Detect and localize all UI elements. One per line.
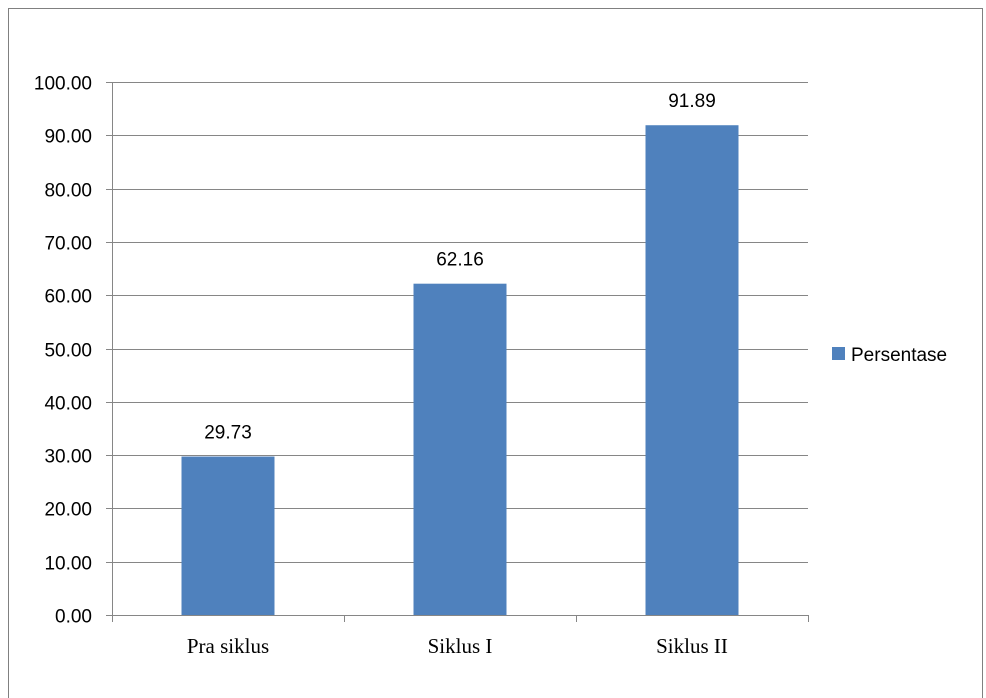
data-label: 62.16 — [436, 250, 484, 271]
x-tick-label: Pra siklus — [187, 634, 269, 658]
y-tick-label: 0.00 — [55, 607, 92, 628]
bar — [645, 125, 739, 615]
y-tick-label: 30.00 — [44, 447, 92, 468]
x-tick-label: Siklus I — [428, 634, 493, 658]
y-tick-label: 60.00 — [44, 287, 92, 308]
y-tick-label: 40.00 — [44, 394, 92, 415]
bar — [413, 283, 507, 615]
y-axis-tick-labels: 0.00 10.00 20.00 30.00 40.00 50.00 60.00 70.00 8… — [34, 74, 92, 628]
bar — [181, 456, 275, 615]
y-tick-label: 100.00 — [34, 74, 92, 95]
legend-label-persentase: Persentase — [851, 345, 947, 366]
x-tick-label: Siklus II — [656, 634, 728, 658]
legend-swatch-persentase — [832, 347, 845, 360]
y-tick-label: 70.00 — [44, 234, 92, 255]
data-label: 29.73 — [204, 423, 252, 444]
legend: Persentase — [832, 345, 947, 366]
x-axis-tick-labels: Pra siklus Siklus I Siklus II — [187, 634, 728, 658]
data-labels: 29.73 62.16 91.89 — [204, 91, 716, 443]
y-tick-label: 10.00 — [44, 554, 92, 575]
y-tick-label: 80.00 — [44, 181, 92, 202]
axes — [106, 82, 809, 622]
y-tick-label: 90.00 — [44, 127, 92, 148]
data-label: 91.89 — [668, 91, 716, 112]
y-tick-label: 50.00 — [44, 341, 92, 362]
y-tick-label: 20.00 — [44, 500, 92, 521]
bars — [181, 125, 739, 615]
chart-frame — [8, 8, 983, 698]
